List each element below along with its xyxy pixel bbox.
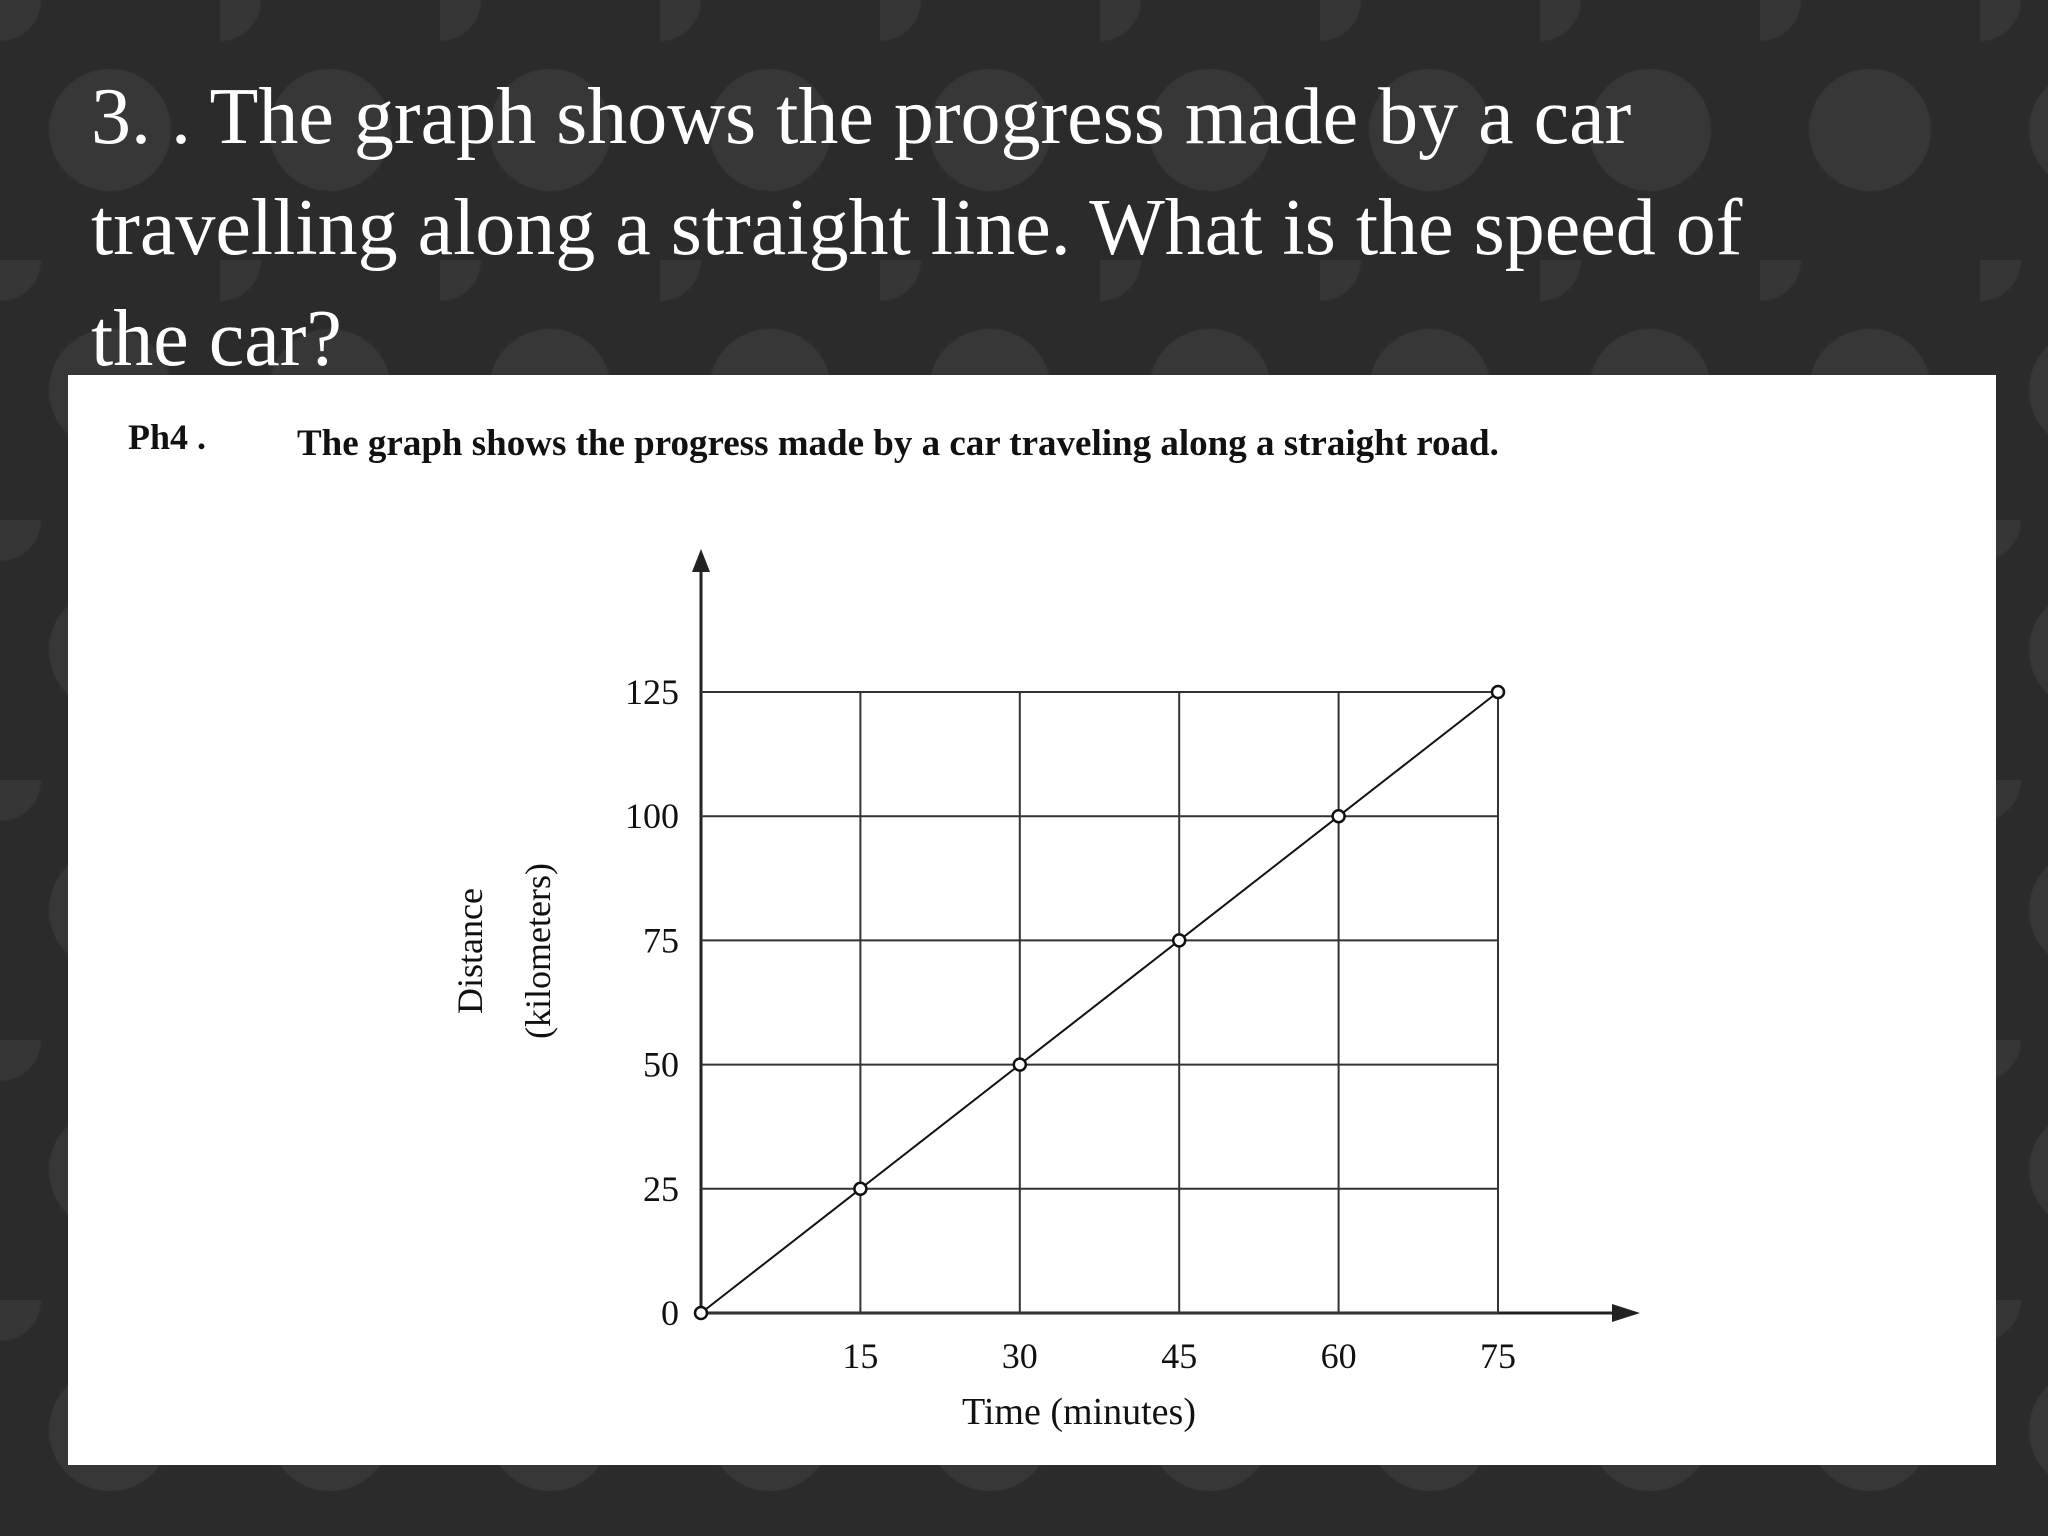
title-line: the car? — [91, 295, 342, 383]
title-line: travelling along a straight line. What i… — [91, 184, 1743, 272]
x-tick-label: 45 — [1161, 1336, 1197, 1376]
y-axis-arrow — [692, 549, 710, 572]
data-point — [853, 1181, 868, 1197]
data-line — [700, 691, 1499, 1314]
title-line: 3. . The graph shows the progress made b… — [91, 73, 1632, 161]
data-point — [1331, 808, 1346, 824]
x-tick-label: 15 — [842, 1336, 878, 1376]
y-tick-label: 125 — [625, 672, 679, 712]
data-point — [1490, 684, 1506, 700]
x-axis-arrow — [1612, 1304, 1640, 1322]
y-tick-label: 100 — [625, 796, 679, 836]
chart-panel — [68, 375, 1996, 1465]
x-tick-label: 75 — [1480, 1336, 1516, 1376]
question-label: Ph4 . — [128, 417, 206, 457]
chart-title: The graph shows the progress made by a c… — [297, 423, 1499, 464]
data-point — [1171, 933, 1187, 948]
data-point — [693, 1305, 709, 1321]
y-tick-label: 75 — [643, 920, 679, 960]
slide-title: 3. . The graph shows the progress made b… — [91, 62, 1742, 395]
y-tick-label: 25 — [643, 1169, 679, 1209]
y-axis-label: (kilometers) — [518, 863, 558, 1039]
y-tick-label: 0 — [661, 1293, 679, 1333]
data-point — [1012, 1057, 1028, 1072]
x-axis-label: Time (minutes) — [962, 1391, 1196, 1433]
y-tick-label: 50 — [643, 1045, 679, 1085]
y-axis-label: Distance — [450, 888, 490, 1014]
x-tick-label: 60 — [1321, 1336, 1357, 1376]
x-tick-label: 30 — [1002, 1336, 1038, 1376]
